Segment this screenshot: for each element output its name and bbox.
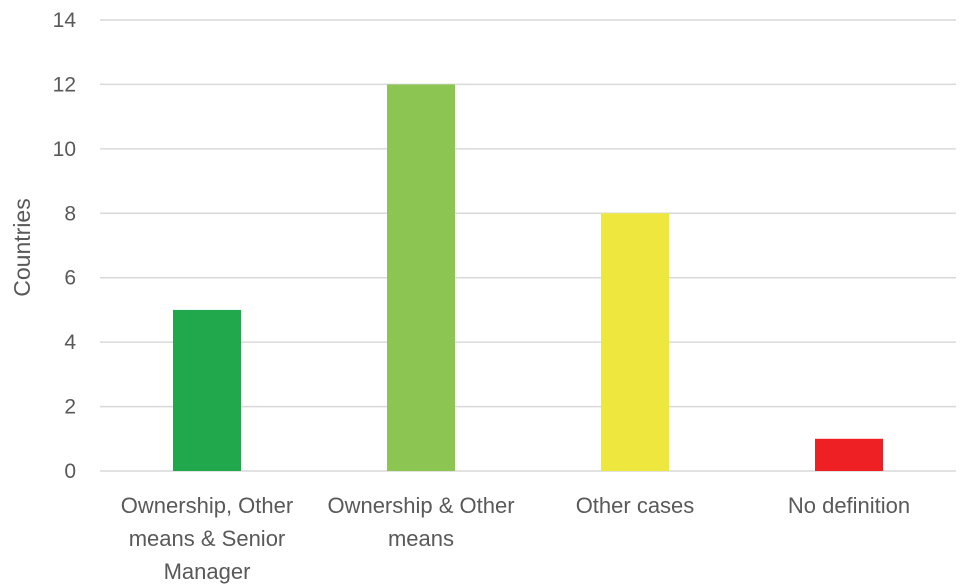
y-tick-label: 0 <box>64 460 76 483</box>
y-tick-label: 6 <box>64 267 76 290</box>
x-tick-label: Ownership & Other means <box>327 493 514 551</box>
x-tick-label: Other cases <box>576 493 695 518</box>
x-tick-label: No definition <box>788 493 910 518</box>
bar <box>815 438 883 471</box>
y-tick-label: 14 <box>53 9 77 32</box>
bar <box>601 213 669 472</box>
y-tick-label: 12 <box>53 73 76 96</box>
x-axis-labels: Ownership, Other means & Senior Manager Own… <box>121 493 910 584</box>
y-tick-label: 10 <box>53 138 76 161</box>
bar <box>387 84 455 471</box>
gridlines <box>100 19 956 472</box>
y-tick-label: 2 <box>64 396 76 419</box>
bars <box>173 84 883 472</box>
x-tick-label: Ownership, Other means & Senior Manager <box>121 493 293 584</box>
y-tick-label: 4 <box>64 331 76 354</box>
y-tick-label: 8 <box>64 202 76 225</box>
y-axis-title: Countries <box>9 198 35 296</box>
y-axis-ticks: 0 2 4 6 8 10 12 14 <box>53 9 77 483</box>
bar <box>173 309 241 471</box>
